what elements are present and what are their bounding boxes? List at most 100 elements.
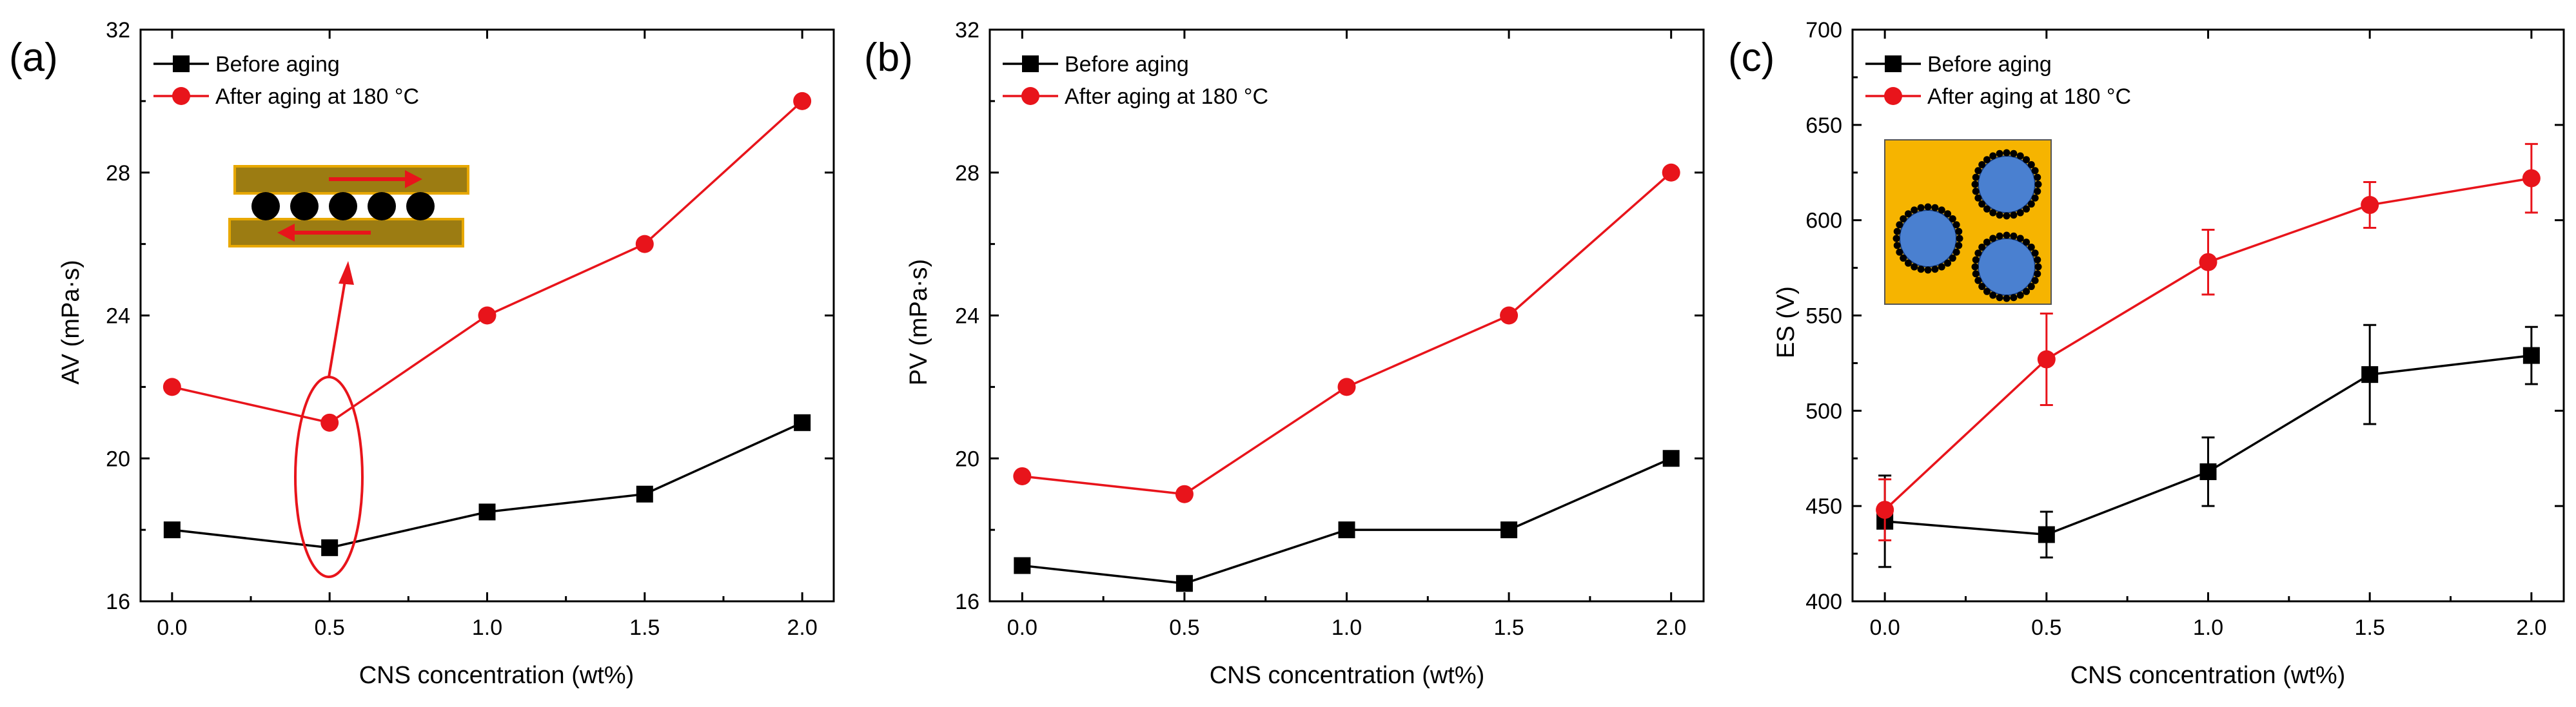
- particle: [2003, 212, 2011, 220]
- data-point: [2199, 253, 2217, 271]
- particle: [1955, 242, 1963, 249]
- particle: [2034, 180, 2042, 188]
- y-tick-label: 20: [955, 447, 979, 471]
- droplet: [1899, 209, 1957, 267]
- x-tick-label: 0.5: [1169, 615, 1199, 640]
- particle: [1893, 242, 1901, 249]
- particle: [2034, 270, 2041, 278]
- particle: [1924, 203, 1932, 211]
- data-point: [2522, 347, 2540, 364]
- data-point: [163, 521, 181, 539]
- particle: [1924, 266, 1932, 274]
- particle: [2016, 235, 2024, 242]
- y-tick-label: 28: [106, 161, 130, 186]
- particle: [1911, 263, 1918, 271]
- x-axis-label: CNS concentration (wt%): [1210, 662, 1485, 689]
- particle: [1949, 255, 1956, 262]
- data-point: [2199, 463, 2217, 480]
- x-tick-label: 2.0: [1656, 615, 1686, 640]
- particle: [1996, 150, 2003, 157]
- y-tick-label: 700: [1805, 18, 1842, 43]
- data-point: [1662, 163, 1680, 182]
- particle: [1983, 205, 1991, 213]
- particle: [1944, 259, 1952, 267]
- data-point: [1014, 557, 1031, 574]
- y-tick-label: 20: [106, 447, 130, 471]
- particle: [2010, 294, 2018, 302]
- legend-label: Before aging: [215, 52, 340, 77]
- data-point: [1662, 450, 1680, 467]
- legend-label: Before aging: [1927, 52, 2052, 77]
- x-tick-label: 0.0: [1870, 615, 1900, 640]
- data-point: [1013, 467, 1032, 485]
- particle: [2031, 276, 2039, 284]
- y-tick-label: 32: [106, 18, 130, 43]
- y-axis-label: AV (mPa·s): [57, 260, 84, 385]
- panel-c: (c) ES (V) CNS concentration (wt%) 0.0 0.…: [1728, 18, 2565, 689]
- data-point: [2038, 526, 2055, 543]
- particle: [2016, 209, 2024, 217]
- data-point: [794, 414, 811, 431]
- legend: Before aging After aging at 180 °C: [153, 52, 419, 109]
- data-point: [635, 235, 654, 253]
- particle: [1989, 209, 1997, 217]
- legend-label: After aging at 180 °C: [1927, 84, 2131, 109]
- particle: [1974, 194, 1982, 202]
- particle: [2003, 295, 2011, 302]
- data-point: [1337, 378, 1356, 396]
- particle: [1983, 287, 1991, 295]
- series-line: [1022, 457, 1672, 585]
- x-tick-label: 1.0: [1332, 615, 1362, 640]
- x-tick-label: 0.0: [1007, 615, 1037, 640]
- data-point: [2037, 350, 2056, 369]
- y-tick-label: 24: [106, 304, 130, 329]
- panel-a: (a) AV (mPa·s) CNS concentration (wt%) 0…: [9, 18, 835, 689]
- particle: [1996, 294, 2003, 302]
- particle: [1900, 255, 1907, 262]
- y-tick-label: 650: [1805, 113, 1842, 138]
- series-after-aging: [162, 92, 812, 432]
- particle: [1931, 204, 1939, 211]
- coated-droplets-inset: [1884, 139, 2052, 305]
- particle: [2023, 156, 2030, 164]
- x-tick-label: 1.5: [1493, 615, 1524, 640]
- data-point: [320, 413, 339, 432]
- particle: [1952, 248, 1960, 256]
- legend-label: After aging at 180 °C: [1065, 84, 1268, 109]
- data-point: [1876, 501, 1894, 519]
- y-tick-label: 450: [1805, 494, 1842, 519]
- particle: [2034, 263, 2042, 271]
- legend-marker: [173, 55, 190, 72]
- particle: [1911, 206, 1918, 214]
- y-tick-label: 400: [1805, 590, 1842, 614]
- panel-label: (b): [864, 35, 913, 80]
- droplet: [1978, 155, 2036, 213]
- legend-marker: [172, 87, 190, 105]
- y-axis-label: ES (V): [1773, 286, 1800, 358]
- particle: [1972, 270, 1980, 278]
- particle: [1955, 228, 1963, 235]
- legend-label: After aging at 180 °C: [215, 84, 419, 109]
- particle: [1989, 235, 1997, 242]
- legend: Before aging After aging at 180 °C: [1865, 52, 2131, 109]
- data-point: [2522, 169, 2541, 188]
- plot-frame: [988, 28, 1705, 603]
- particle: [2023, 287, 2030, 295]
- particle: [1944, 210, 1952, 218]
- particle: [2031, 167, 2039, 175]
- particle: [1904, 259, 1912, 267]
- particle: [1974, 276, 1982, 284]
- series-layer: [1013, 163, 1680, 592]
- particle: [1893, 235, 1900, 242]
- data-point: [636, 485, 653, 503]
- particle: [1896, 248, 1903, 256]
- particle: [1949, 215, 1956, 222]
- plot-frame: [1851, 28, 2565, 603]
- data-point: [478, 306, 497, 325]
- particle: [1952, 221, 1960, 229]
- series-layer: [1876, 142, 2541, 568]
- particle: [1931, 266, 1939, 273]
- particle: [1983, 238, 1991, 246]
- series-layer: [162, 92, 812, 556]
- x-tick-label: 1.0: [472, 615, 502, 640]
